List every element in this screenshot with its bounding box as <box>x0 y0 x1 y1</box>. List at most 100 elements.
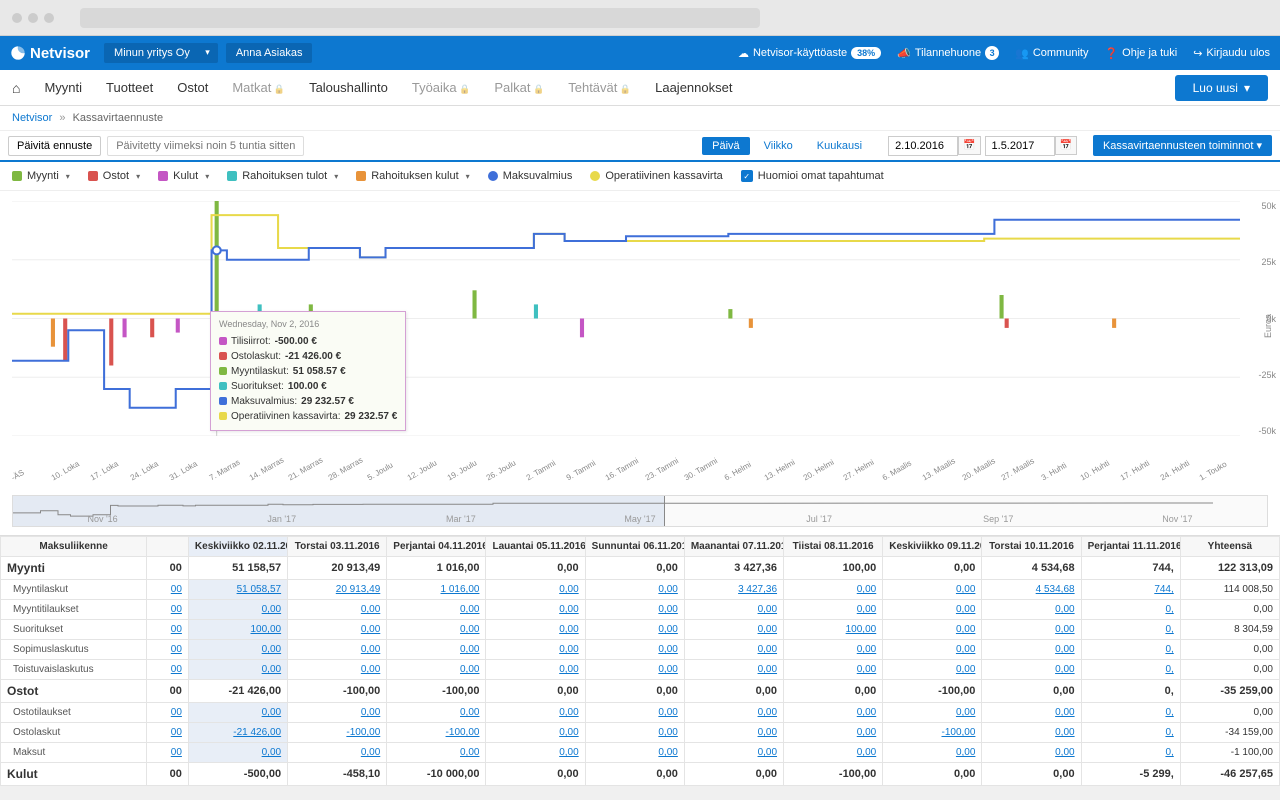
legend-myynti[interactable]: Myynti▾ <box>12 170 70 182</box>
table-cell[interactable]: 0,00 <box>486 620 585 640</box>
table-cell[interactable]: 0, <box>1081 703 1180 723</box>
legend-rahoituksen-tulot[interactable]: Rahoituksen tulot▾ <box>227 170 338 182</box>
table-cell[interactable]: 0,00 <box>288 703 387 723</box>
table-cell[interactable]: 0,00 <box>585 600 684 620</box>
nav-työaika[interactable]: Työaika <box>412 80 471 95</box>
traffic-light-max[interactable] <box>44 13 54 23</box>
table-cell[interactable]: 0,00 <box>585 640 684 660</box>
table-cell[interactable]: 0,00 <box>585 743 684 763</box>
topbar-cloud[interactable]: ☁Netvisor-käyttöaste38% <box>738 47 881 60</box>
table-cell[interactable]: 0,00 <box>982 640 1081 660</box>
table-cell[interactable]: 0,00 <box>883 580 982 600</box>
table-cell[interactable]: 0,00 <box>684 703 783 723</box>
table-cell[interactable]: 744, <box>1081 580 1180 600</box>
chart-overview[interactable]: Nov '16Jan '17Mar '17May '17Jul '17Sep '… <box>12 495 1268 527</box>
nav-myynti[interactable]: Myynti <box>44 80 82 95</box>
table-cell[interactable]: 0,00 <box>784 640 883 660</box>
table-cell[interactable]: -21 426,00 <box>188 723 287 743</box>
legend-kulut[interactable]: Kulut▾ <box>158 170 209 182</box>
home-icon[interactable]: ⌂ <box>12 80 20 96</box>
table-cell[interactable]: -100,00 <box>288 723 387 743</box>
table-cell[interactable]: 0,00 <box>585 703 684 723</box>
table-cell[interactable]: 0, <box>1081 600 1180 620</box>
period-kuukausi[interactable]: Kuukausi <box>807 137 872 155</box>
table-cell[interactable]: 0,00 <box>387 660 486 680</box>
legend-maksuvalmius[interactable]: Maksuvalmius <box>488 170 573 182</box>
table-cell[interactable]: 0,00 <box>585 620 684 640</box>
table-cell[interactable]: 0,00 <box>288 600 387 620</box>
table-cell[interactable]: 0,00 <box>684 660 783 680</box>
table-cell[interactable]: 0,00 <box>784 743 883 763</box>
table-cell[interactable]: 0,00 <box>883 703 982 723</box>
date-to-input[interactable] <box>985 136 1055 156</box>
user-name[interactable]: Anna Asiakas <box>226 43 313 63</box>
table-cell[interactable]: 0,00 <box>684 743 783 763</box>
topbar-help[interactable]: ❓Ohje ja tuki <box>1104 47 1177 60</box>
refresh-forecast-button[interactable]: Päivitä ennuste <box>8 136 101 156</box>
table-cell[interactable]: 0,00 <box>188 743 287 763</box>
table-cell[interactable]: 0, <box>1081 620 1180 640</box>
nav-matkat[interactable]: Matkat <box>232 80 285 95</box>
table-cell[interactable]: 0,00 <box>486 743 585 763</box>
table-cell[interactable]: 0,00 <box>486 660 585 680</box>
table-cell[interactable]: 0,00 <box>982 620 1081 640</box>
app-logo[interactable]: Netvisor <box>10 45 90 62</box>
table-cell[interactable]: 0,00 <box>684 723 783 743</box>
table-cell[interactable]: 0,00 <box>883 620 982 640</box>
table-cell[interactable]: 0,00 <box>387 620 486 640</box>
table-cell[interactable]: 0,00 <box>883 640 982 660</box>
table-cell[interactable]: 0, <box>1081 743 1180 763</box>
table-cell[interactable]: 00 <box>147 600 189 620</box>
table-cell[interactable]: 1 016,00 <box>387 580 486 600</box>
table-cell[interactable]: 4 534,68 <box>982 580 1081 600</box>
table-cell[interactable]: 0,00 <box>288 660 387 680</box>
forecast-actions-dropdown[interactable]: Kassavirtaennusteen toiminnot ▾ <box>1093 135 1272 156</box>
topbar-megaphone[interactable]: 📣Tilannehuone3 <box>897 46 999 60</box>
table-cell[interactable]: 0,00 <box>684 620 783 640</box>
table-cell[interactable]: 0,00 <box>387 703 486 723</box>
nav-ostot[interactable]: Ostot <box>177 80 208 95</box>
legend-operatiivinen-kassavirta[interactable]: Operatiivinen kassavirta <box>590 170 722 182</box>
table-cell[interactable]: 0,00 <box>486 703 585 723</box>
table-cell[interactable]: 0, <box>1081 660 1180 680</box>
table-cell[interactable]: 0,00 <box>188 640 287 660</box>
table-cell[interactable]: 0,00 <box>684 640 783 660</box>
table-cell[interactable]: 0,00 <box>784 600 883 620</box>
table-cell[interactable]: 0,00 <box>585 660 684 680</box>
topbar-people[interactable]: 👥Community <box>1015 47 1088 60</box>
table-cell[interactable]: 0, <box>1081 640 1180 660</box>
table-cell[interactable]: 0,00 <box>288 620 387 640</box>
nav-tuotteet[interactable]: Tuotteet <box>106 80 153 95</box>
table-cell[interactable]: 0,00 <box>387 640 486 660</box>
nav-palkat[interactable]: Palkat <box>494 80 544 95</box>
date-from-input[interactable] <box>888 136 958 156</box>
nav-tehtävät[interactable]: Tehtävät <box>568 80 631 95</box>
table-cell[interactable]: 0,00 <box>982 660 1081 680</box>
table-cell[interactable]: 0,00 <box>982 743 1081 763</box>
period-päivä[interactable]: Päivä <box>702 137 750 155</box>
table-cell[interactable]: 0,00 <box>684 600 783 620</box>
table-cell[interactable]: 0,00 <box>188 703 287 723</box>
url-bar[interactable] <box>80 8 760 28</box>
table-cell[interactable]: 0,00 <box>784 660 883 680</box>
table-cell[interactable]: 0,00 <box>486 600 585 620</box>
nav-taloushallinto[interactable]: Taloushallinto <box>309 80 388 95</box>
table-cell[interactable]: 0,00 <box>387 600 486 620</box>
table-cell[interactable]: 0,00 <box>188 660 287 680</box>
table-cell[interactable]: 0,00 <box>486 723 585 743</box>
table-cell[interactable]: 0,00 <box>486 580 585 600</box>
table-cell[interactable]: 00 <box>147 620 189 640</box>
table-cell[interactable]: 0,00 <box>784 703 883 723</box>
table-cell[interactable]: 0,00 <box>486 640 585 660</box>
table-cell[interactable]: 0,00 <box>982 600 1081 620</box>
table-cell[interactable]: 100,00 <box>188 620 287 640</box>
calendar-icon[interactable]: 📅 <box>958 136 980 155</box>
table-cell[interactable]: 00 <box>147 703 189 723</box>
table-cell[interactable]: 0,00 <box>883 743 982 763</box>
table-cell[interactable]: 0,00 <box>982 703 1081 723</box>
company-selector[interactable]: Minun yritys Oy <box>104 43 218 63</box>
table-cell[interactable]: 0,00 <box>288 640 387 660</box>
table-cell[interactable]: 0,00 <box>982 723 1081 743</box>
table-cell[interactable]: 0,00 <box>585 723 684 743</box>
nav-laajennokset[interactable]: Laajennokset <box>655 80 732 95</box>
